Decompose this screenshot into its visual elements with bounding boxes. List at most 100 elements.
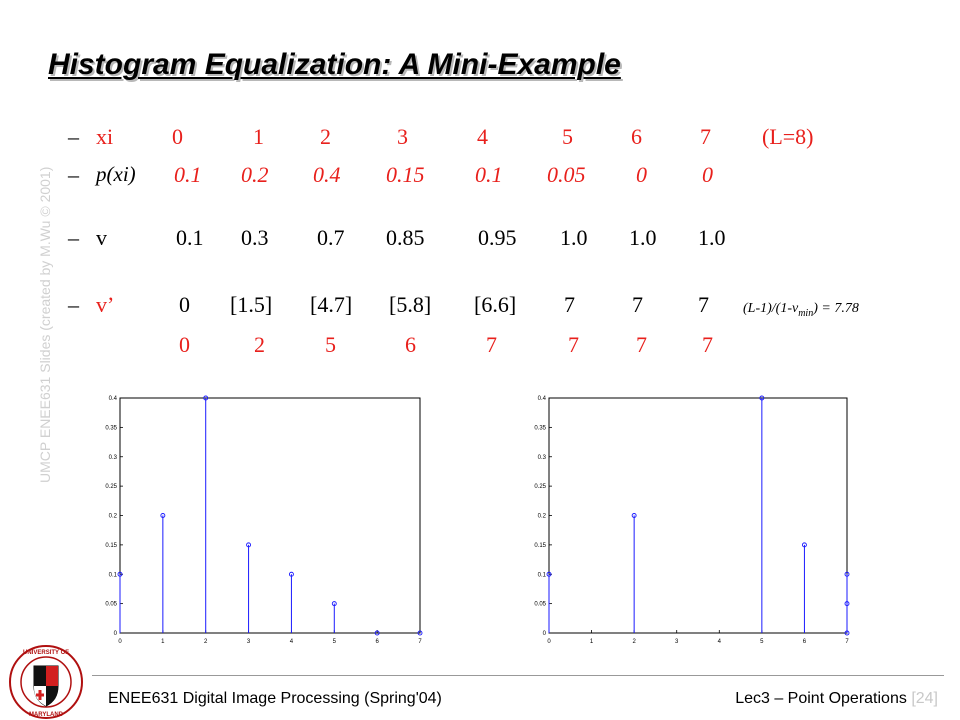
pxi-value: 0 xyxy=(702,162,713,187)
x-tick-label: 1 xyxy=(590,639,594,645)
x-tick-label: 3 xyxy=(247,639,251,645)
x-tick-label: 2 xyxy=(204,639,208,645)
vprime-value: [6.6] xyxy=(474,292,517,317)
vprime-label: v’ xyxy=(96,292,115,317)
x-tick-label: 2 xyxy=(632,639,636,645)
stem-marker xyxy=(631,513,637,518)
stem-marker xyxy=(546,571,552,577)
v-label: v xyxy=(96,225,107,250)
rounded-value: 2 xyxy=(254,332,265,357)
stem-marker xyxy=(374,630,380,636)
y-tick-label: 0.1 xyxy=(109,572,118,578)
row-vprime: – v’ 0 [1.5] [4.7] [5.8] [6.6] 7 7 7 (L-… xyxy=(68,292,928,322)
rounded-value: 0 xyxy=(179,332,190,357)
y-tick-label: 0.4 xyxy=(109,396,118,402)
xi-value: 6 xyxy=(631,124,642,149)
bullet: – xyxy=(68,225,79,250)
pxi-value: 0.15 xyxy=(386,162,425,187)
rounded-value: 7 xyxy=(486,332,497,357)
watermark: UMCP ENEE631 Slides (created by M.Wu © 2… xyxy=(37,166,53,483)
stem-marker xyxy=(844,601,850,607)
v-value: 0.95 xyxy=(478,225,517,250)
svg-text:UNIVERSITY OF: UNIVERSITY OF xyxy=(23,650,69,656)
page-number: [24] xyxy=(911,690,938,707)
scale-formula: (L-1)/(1-vmin) = 7.78 xyxy=(743,301,859,319)
rounded-value: 5 xyxy=(325,332,336,357)
v-value: 0.7 xyxy=(317,225,345,250)
stem-marker xyxy=(160,513,166,518)
footer-course: ENEE631 Digital Image Processing (Spring… xyxy=(108,690,442,707)
rounded-value: 7 xyxy=(568,332,579,357)
stem-marker xyxy=(246,542,252,548)
y-tick-label: 0.05 xyxy=(105,602,117,608)
bullet: – xyxy=(68,292,79,317)
footer-lecture: Lec3 – Point Operations [24] xyxy=(735,690,938,708)
xi-value: 4 xyxy=(477,124,488,149)
xi-value: 0 xyxy=(172,124,183,149)
plot-frame xyxy=(548,397,848,634)
x-tick-label: 0 xyxy=(118,639,122,645)
y-tick-label: 0.15 xyxy=(105,543,117,549)
stem-marker xyxy=(801,542,807,548)
stem-marker xyxy=(288,571,294,577)
stem-marker xyxy=(203,395,209,401)
row-pxi: – p(xi) 0.1 0.2 0.4 0.15 0.1 0.05 0 0 xyxy=(68,162,868,192)
histogram-equalized: 0 1 2 3 4 5 6 7 0 0.05 0.1 0.15 0.2 0.25 0.3 0.35 0.4 xyxy=(534,395,850,645)
footer-divider xyxy=(92,675,944,676)
xi-value: 5 xyxy=(562,124,573,149)
row-rounded: 0 2 5 6 7 7 7 7 xyxy=(68,332,868,362)
x-tick-label: 7 xyxy=(418,639,422,645)
pxi-value: 0 xyxy=(636,162,647,187)
x-tick-label: 0 xyxy=(547,639,551,645)
x-tick-label: 6 xyxy=(803,639,807,645)
bullet: – xyxy=(68,124,79,149)
vprime-value: 7 xyxy=(564,292,575,317)
y-tick-label: 0.3 xyxy=(538,455,547,461)
pxi-value: 0.1 xyxy=(174,162,202,187)
rounded-value: 7 xyxy=(636,332,647,357)
x-tick-label: 3 xyxy=(675,639,679,645)
pxi-value: 0.1 xyxy=(475,162,503,187)
row-xi: – xi 0 1 2 3 4 5 6 7 (L=8) xyxy=(68,124,868,154)
pxi-value: 0.05 xyxy=(547,162,586,187)
y-tick-label: 0.15 xyxy=(534,543,546,549)
v-value: 0.1 xyxy=(176,225,204,250)
y-tick-label: 0.05 xyxy=(534,602,546,608)
pxi-value: 0.4 xyxy=(313,162,341,187)
vprime-value: 7 xyxy=(632,292,643,317)
x-tick-label: 5 xyxy=(333,639,337,645)
y-tick-label: 0.4 xyxy=(538,396,547,402)
y-tick-label: 0.2 xyxy=(538,514,547,520)
v-value: 0.3 xyxy=(241,225,269,250)
vprime-value: [5.8] xyxy=(389,292,432,317)
v-value: 1.0 xyxy=(629,225,657,250)
rounded-value: 7 xyxy=(702,332,713,357)
y-tick-label: 0.1 xyxy=(538,572,547,578)
footer-lecture-title: Lec3 – Point Operations xyxy=(735,690,907,707)
stem-marker xyxy=(117,571,123,577)
vprime-value: [1.5] xyxy=(230,292,273,317)
xi-label: xi xyxy=(96,124,114,149)
university-seal-logo: UNIVERSITY OF MARYLAND xyxy=(9,645,83,719)
stem-marker xyxy=(331,601,337,607)
row-v: – v 0.1 0.3 0.7 0.85 0.95 1.0 1.0 1.0 xyxy=(68,225,868,255)
vprime-value: [4.7] xyxy=(310,292,353,317)
x-tick-label: 7 xyxy=(845,639,849,645)
xi-value: 3 xyxy=(397,124,408,149)
y-tick-label: 0.35 xyxy=(534,425,546,431)
xi-value: 7 xyxy=(700,124,711,149)
bullet: – xyxy=(68,162,79,187)
y-tick-label: 0 xyxy=(543,631,547,637)
stem-marker xyxy=(844,571,850,577)
histogram-original: 0 1 2 3 4 5 6 7 0 0.05 0.1 0.15 0.2 0.25 0.3 0.35 0.4 xyxy=(105,395,423,645)
x-tick-label: 5 xyxy=(760,639,764,645)
stem-marker xyxy=(417,630,423,636)
v-value: 0.85 xyxy=(386,225,425,250)
y-tick-label: 0.35 xyxy=(105,425,117,431)
y-tick-label: 0.25 xyxy=(534,484,546,490)
levels-note: (L=8) xyxy=(762,124,814,149)
xi-value: 1 xyxy=(253,124,264,149)
x-tick-label: 1 xyxy=(161,639,165,645)
y-tick-label: 0.25 xyxy=(105,484,117,490)
y-tick-label: 0.3 xyxy=(109,455,118,461)
